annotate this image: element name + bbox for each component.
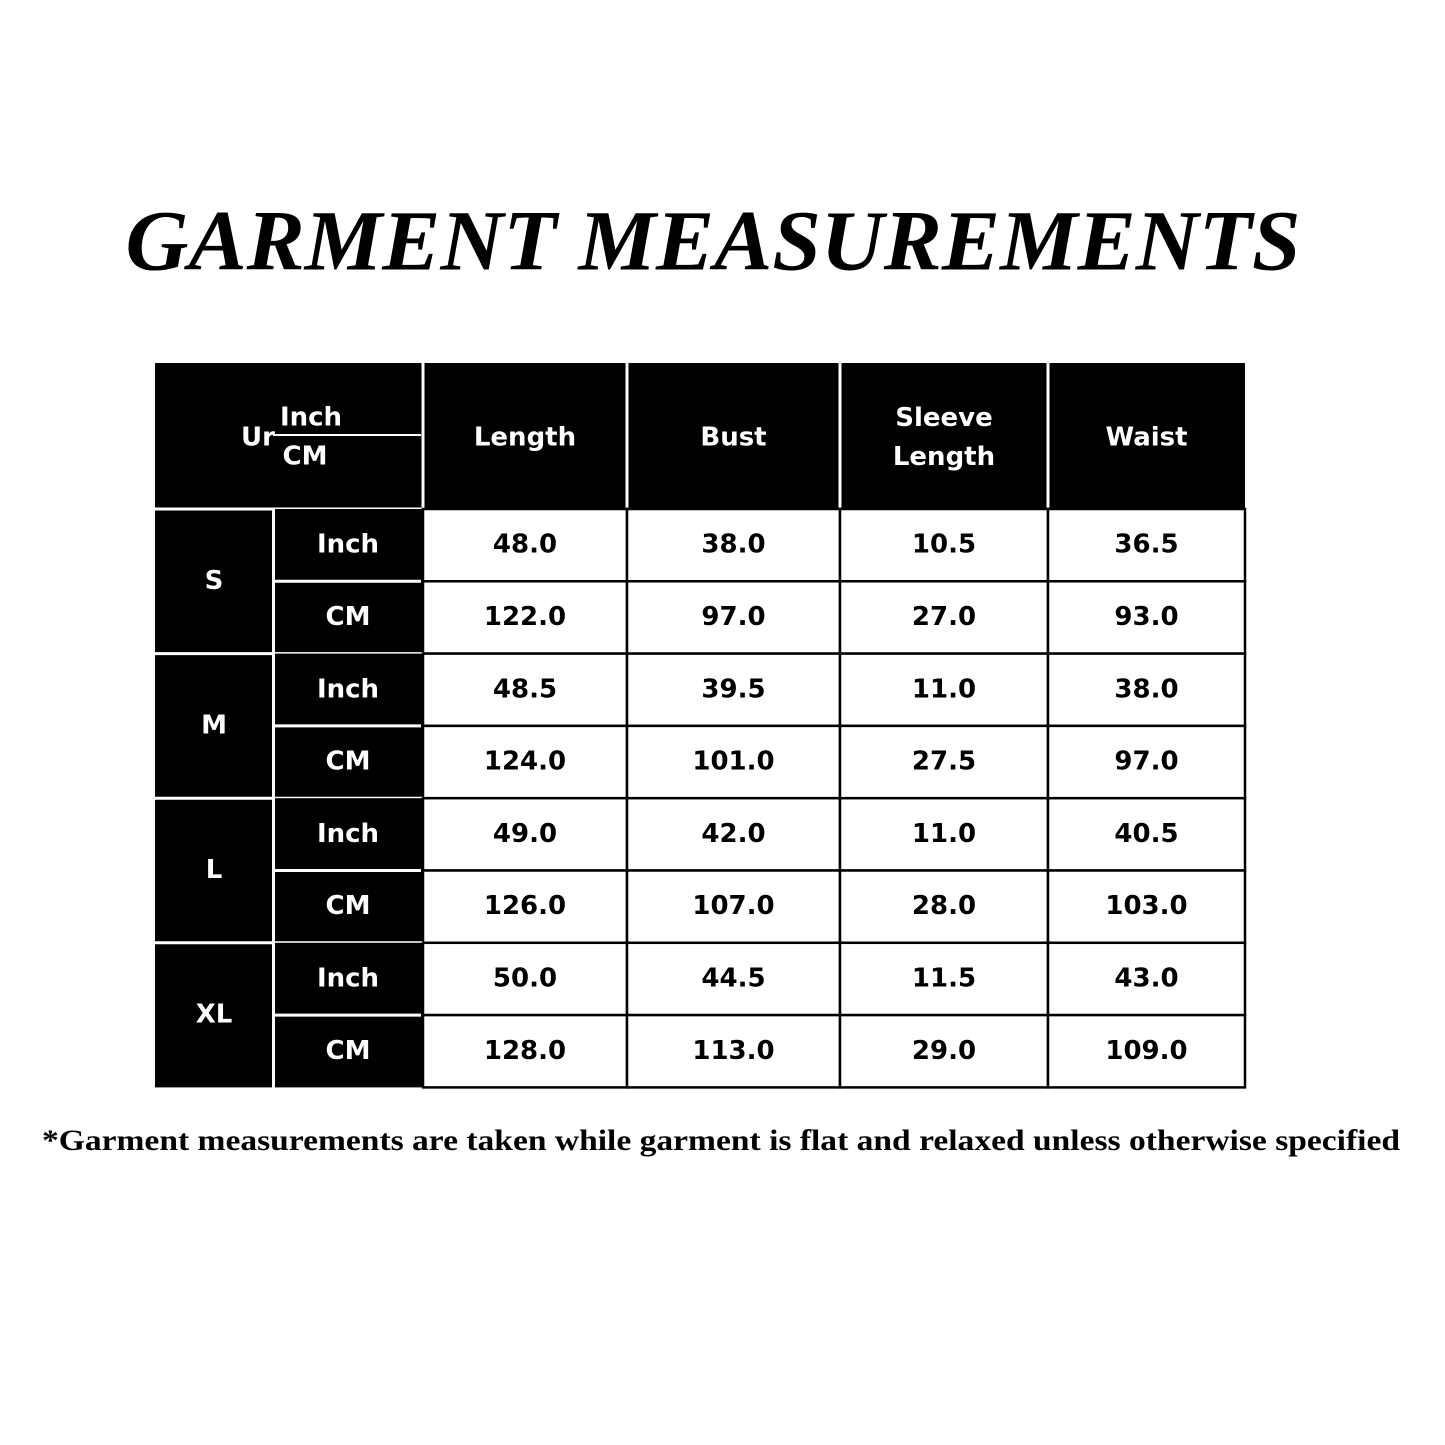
unit-label: CM [326, 747, 371, 777]
value: 29.0 [912, 1036, 976, 1066]
value: 36.5 [1114, 530, 1178, 560]
value: 103.0 [1105, 891, 1187, 921]
size-label: L [206, 855, 223, 885]
value-cell [1046, 652, 1247, 728]
size-cell [155, 942, 272, 1088]
value-cell [421, 796, 629, 872]
unit-cell [275, 1015, 423, 1088]
unit-label: CM [326, 1036, 371, 1066]
value-cell [625, 796, 842, 872]
unit-label: CM [326, 602, 371, 632]
value: 39.5 [701, 674, 765, 704]
value-cell [421, 1013, 629, 1089]
corner-bottom: CM [283, 442, 328, 472]
value-cell [625, 580, 842, 655]
value: 49.0 [493, 819, 557, 849]
value-cell [1046, 796, 1247, 872]
size-cell [155, 653, 272, 799]
column-header: Sleeve [895, 403, 993, 433]
value: 113.0 [692, 1036, 774, 1066]
value: 124.0 [484, 747, 566, 777]
value: 109.0 [1105, 1036, 1187, 1066]
value-cell [625, 652, 842, 728]
value-cell [421, 869, 629, 945]
unit-cell [275, 581, 423, 654]
value-cell [838, 724, 1050, 800]
unit-cell [275, 798, 423, 871]
value: 38.0 [701, 530, 765, 560]
value: 28.0 [912, 891, 976, 921]
value: 107.0 [692, 891, 774, 921]
unit-cell [275, 653, 423, 726]
value-cell [1046, 507, 1247, 583]
footnote: *Garment measurements are taken while ga… [42, 1124, 1400, 1157]
value: 11.5 [912, 963, 976, 993]
value-cell [421, 652, 629, 728]
unit-label: Inch [317, 819, 379, 849]
corner-top: Inch [280, 403, 342, 433]
column-header: Waist [1105, 423, 1187, 453]
value-cell [421, 580, 629, 655]
corner-label: Ur [241, 423, 275, 453]
size-label: XL [196, 1000, 233, 1030]
value: 97.0 [701, 602, 765, 632]
title: GARMENT MEASUREMENTS [126, 193, 1301, 289]
value: 10.5 [912, 530, 976, 560]
unit-cell [275, 509, 423, 582]
unit-label: Inch [317, 963, 379, 993]
value: 43.0 [1114, 963, 1178, 993]
value-cell [838, 652, 1050, 728]
unit-label: Inch [317, 674, 379, 704]
unit-label: Inch [317, 530, 379, 560]
value: 126.0 [484, 891, 566, 921]
value: 48.0 [493, 530, 557, 560]
value-cell [1046, 941, 1247, 1017]
value-cell [421, 724, 629, 800]
value-cell [838, 941, 1050, 1017]
value-cell [625, 507, 842, 583]
column-header: Length [474, 423, 576, 453]
column-header: Length [893, 442, 995, 472]
value-cell [838, 796, 1050, 872]
value: 42.0 [701, 819, 765, 849]
unit-label: CM [326, 891, 371, 921]
value: 44.5 [701, 963, 765, 993]
size-label: M [201, 710, 227, 740]
value: 48.5 [493, 674, 557, 704]
value-cell [1046, 1013, 1247, 1089]
value: 128.0 [484, 1036, 566, 1066]
value: 11.0 [912, 674, 976, 704]
value: 97.0 [1114, 747, 1178, 777]
value: 93.0 [1114, 602, 1178, 632]
value-cell [625, 941, 842, 1017]
value-cell [1046, 580, 1247, 655]
value: 11.0 [912, 819, 976, 849]
value: 27.0 [912, 602, 976, 632]
value: 50.0 [493, 963, 557, 993]
value-cell [838, 1013, 1050, 1089]
unit-cell [275, 942, 423, 1016]
size-label: S [205, 566, 224, 596]
unit-cell [275, 870, 423, 943]
column-header: Bust [700, 423, 766, 453]
unit-cell [275, 725, 423, 799]
size-cell [155, 509, 272, 654]
value: 27.5 [912, 747, 976, 777]
value: 38.0 [1114, 674, 1178, 704]
value: 101.0 [692, 747, 774, 777]
value: 40.5 [1114, 819, 1178, 849]
size-cell [155, 798, 272, 943]
value: 122.0 [484, 602, 566, 632]
